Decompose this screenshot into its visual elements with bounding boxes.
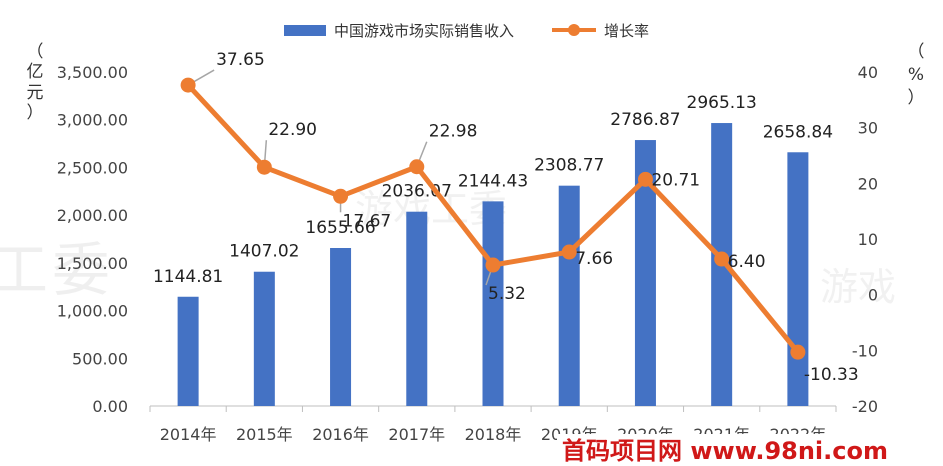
corner-watermark: 首码项目网 www.98ni.com xyxy=(557,434,943,465)
y-left-tick-label: 0.00 xyxy=(92,397,128,416)
line-point xyxy=(409,159,425,175)
legend-line-marker xyxy=(568,24,580,36)
watermark-group: 工 委 游戏工委 游戏 xyxy=(0,187,896,309)
line-data-label: 20.71 xyxy=(651,170,700,190)
y-right-tick-label: 0 xyxy=(868,286,878,305)
line-point xyxy=(333,188,349,204)
line-point xyxy=(790,344,806,360)
x-tick-label: 2018年 xyxy=(465,425,522,444)
line-point xyxy=(561,244,577,260)
watermark-char-1: 工 xyxy=(0,236,48,304)
line-data-label: 7.66 xyxy=(575,249,613,269)
bar xyxy=(406,211,428,406)
y-left-tick-label: 3,000.00 xyxy=(57,111,128,130)
y-right-title-char: % xyxy=(908,65,924,85)
y-left-title-char: （ xyxy=(27,42,44,62)
bar-data-label: 1655.66 xyxy=(305,218,375,238)
bar-data-label: 2786.87 xyxy=(610,110,680,130)
y-left-title: （ 亿 元 ） xyxy=(27,42,44,123)
y-right-title-char: （ xyxy=(908,42,925,62)
bar-data-label: 1407.02 xyxy=(229,242,299,262)
line-data-label: 22.90 xyxy=(268,120,317,140)
bar xyxy=(253,271,275,406)
y-left-tick-label: 2,000.00 xyxy=(57,206,128,225)
y-left-title-char: 元 xyxy=(27,83,44,103)
line-data-label: 5.32 xyxy=(488,284,526,304)
bar-data-label: 2658.84 xyxy=(763,122,833,142)
y-left-tick-label: 2,500.00 xyxy=(57,158,128,177)
corner-watermark-bg xyxy=(557,434,943,462)
legend-line-label: 增长率 xyxy=(604,22,649,40)
x-tick-label: 2016年 xyxy=(312,425,369,444)
line-data-label: 6.40 xyxy=(728,252,766,272)
bar xyxy=(330,248,352,406)
y-left-tick-label: 1,000.00 xyxy=(57,302,128,321)
legend-bar-label: 中国游戏市场实际销售收入 xyxy=(334,22,514,40)
y-right-title-char: ） xyxy=(908,88,925,108)
bar-data-label: 2144.43 xyxy=(458,171,528,191)
y-right-tick-label: 10 xyxy=(858,230,878,249)
y-left-title-char: 亿 xyxy=(27,62,44,82)
y-right-tick-label: -10 xyxy=(852,341,878,360)
line-data-label: 17.67 xyxy=(343,211,392,231)
line-data-label: 22.98 xyxy=(429,122,478,142)
line-point xyxy=(637,171,653,187)
bar xyxy=(482,201,504,406)
plot-area: 0.00 500.00 1,000.00 1,500.00 2,000.00 2,500.… xyxy=(57,50,878,444)
bar xyxy=(634,140,656,406)
bar xyxy=(558,185,580,406)
line-point xyxy=(714,251,730,267)
y-right-tick-label: 40 xyxy=(858,63,878,82)
x-tick-label: 2015年 xyxy=(236,425,293,444)
watermark-center: 游戏工委 xyxy=(355,187,507,231)
y-left-title-char: ） xyxy=(27,103,44,123)
bar xyxy=(177,296,199,406)
y-right-tick-label: -20 xyxy=(852,397,878,416)
y-left-tick-label: 1,500.00 xyxy=(57,254,128,273)
line-data-label: -10.33 xyxy=(804,365,859,385)
watermark-char-2: 委 xyxy=(52,236,110,304)
line-point xyxy=(485,257,501,273)
line-point xyxy=(256,159,272,175)
y-right-title: （ % ） xyxy=(908,42,925,108)
x-tick-label: 2014年 xyxy=(160,425,217,444)
line-point xyxy=(180,77,196,93)
y-left-tick-label: 500.00 xyxy=(72,349,128,368)
y-left-tick-label: 3,500.00 xyxy=(57,63,128,82)
y-right-tick-label: 30 xyxy=(858,119,878,138)
watermark-right: 游戏 xyxy=(820,265,896,309)
bar-data-label: 2965.13 xyxy=(687,93,757,113)
legend-bar-swatch xyxy=(284,25,326,36)
x-tick-label: 2017年 xyxy=(388,425,445,444)
corner-watermark-text: 首码项目网 www.98ni.com xyxy=(562,437,888,462)
legend: 中国游戏市场实际销售收入 增长率 xyxy=(284,22,649,40)
bar-data-label: 1144.81 xyxy=(153,267,223,287)
y-right-tick-label: 20 xyxy=(858,174,878,193)
line-data-label: 37.65 xyxy=(216,50,265,70)
bar-data-label: 2308.77 xyxy=(534,156,604,176)
